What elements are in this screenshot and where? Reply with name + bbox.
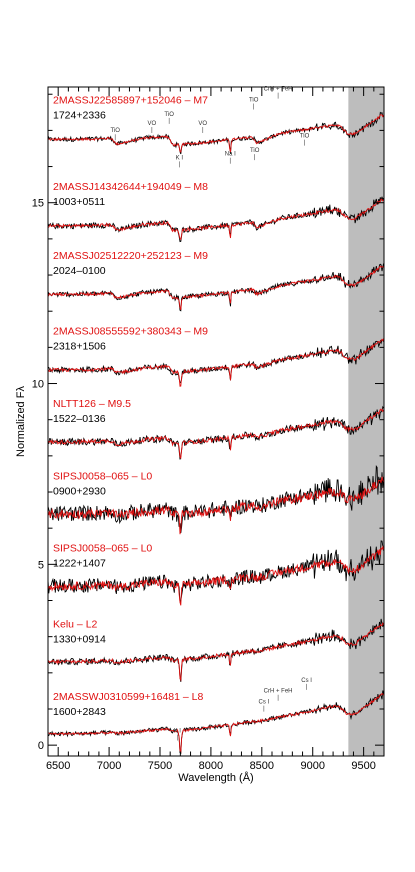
feature-annotations: TiO VO TiO VO TiO CrH + FeH K I Na I TiO TiO K I Cs…	[110, 87, 312, 741]
feature-label: Na I	[225, 152, 236, 158]
y-tick-label: 15	[32, 198, 44, 210]
feature-label: CrH + FeH	[264, 87, 293, 93]
x-tick-label: 6500	[46, 760, 70, 772]
template-spectrum-1	[48, 114, 384, 153]
feature-label: Cs I	[259, 700, 270, 706]
object-label-7: 1222+1407	[53, 558, 106, 570]
template-label-3: 2MASSJ02512220+252123 – M9	[53, 250, 208, 262]
object-label-4: 2318+1506	[53, 341, 106, 353]
template-label-2: 2MASSJ14342644+194049 – M8	[53, 181, 208, 193]
template-spectrum-2	[47, 198, 384, 241]
feature-label: TiO	[110, 128, 120, 134]
template-spectrum-5	[47, 408, 384, 460]
object-spectrum-4	[47, 339, 384, 384]
y-axis-title: Normalized Fλ	[15, 386, 27, 457]
tick-labels: 6500 7000 7500 8000 8500 9000 9500 0 5 10 15	[32, 198, 376, 772]
object-spectrum-2	[47, 196, 385, 243]
template-spectrum-4	[47, 338, 385, 387]
object-label-8: 1330+0914	[53, 634, 106, 646]
template-label-8: Kelu – L2	[53, 619, 98, 631]
feature-label: CrH + FeH	[264, 689, 293, 695]
template-spectrum-7	[47, 545, 385, 606]
object-label-6: 0900+2930	[53, 485, 106, 497]
feature-label: Cs I	[301, 678, 312, 684]
template-label-1: 2MASSJ22585897+152046 – M7	[53, 94, 208, 106]
feature-label: K I	[176, 155, 184, 161]
x-tick-label: 8500	[250, 760, 274, 772]
object-label-2: 1003+0511	[53, 196, 105, 208]
spectrum-labels: 2MASSJ22585897+152046 – M7 1724+2336 2MASS…	[53, 94, 208, 718]
template-label-9: 2MASSWJ0310599+16481 – L8	[53, 691, 203, 703]
object-spectrum-9	[47, 690, 385, 755]
y-tick-label: 0	[38, 740, 44, 752]
object-spectrum-5	[47, 405, 384, 460]
feature-label: TiO	[250, 148, 260, 154]
x-tick-label: 7000	[97, 760, 121, 772]
axis-ticks	[47, 87, 385, 756]
feature-label: TiO	[249, 97, 259, 103]
template-label-5: NLTT126 – M9.5	[53, 398, 131, 410]
feature-label: TiO	[164, 112, 174, 118]
x-tick-label: 8000	[199, 760, 223, 772]
x-tick-label: 7500	[148, 760, 172, 772]
feature-label: TiO	[300, 134, 310, 140]
template-spectrum-3	[47, 265, 384, 311]
template-label-4: 2MASSJ08555592+380343 – M9	[53, 326, 208, 338]
feature-label: VO	[198, 121, 207, 127]
object-label-5: 1522–0136	[53, 413, 106, 425]
template-spectrum-9	[47, 693, 384, 754]
x-axis-title: Wavelength (Å)	[178, 771, 253, 784]
plot-frame	[47, 86, 385, 757]
y-tick-label: 5	[38, 559, 44, 571]
spectra-curves	[47, 111, 385, 755]
template-spectrum-6	[47, 476, 384, 535]
object-spectrum-8	[47, 618, 385, 682]
template-label-6: SIPSJ0058–065 – L0	[53, 470, 152, 482]
template-label-7: SIPSJ0058–065 – L0	[53, 543, 152, 555]
feature-label: VO	[148, 121, 157, 127]
object-label-1: 1724+2336	[53, 109, 106, 121]
y-tick-label: 10	[32, 379, 44, 391]
object-label-3: 2024–0100	[53, 265, 106, 277]
template-spectrum-8	[47, 622, 384, 682]
x-tick-label: 9000	[300, 760, 324, 772]
object-label-9: 1600+2843	[53, 706, 106, 718]
feature-label: K I	[174, 728, 182, 734]
x-tick-label: 9500	[351, 760, 375, 772]
